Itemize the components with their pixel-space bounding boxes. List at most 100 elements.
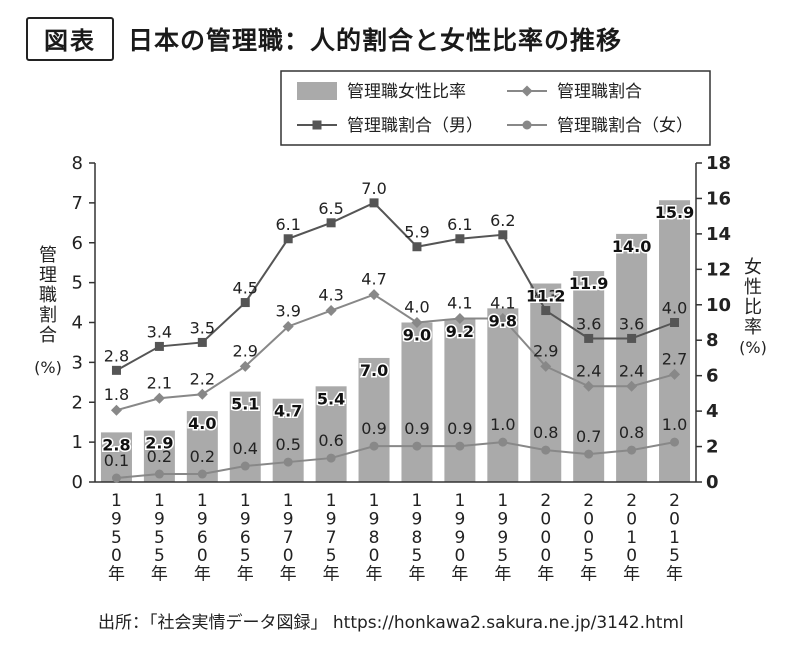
right-axis-unit: (%) bbox=[739, 338, 767, 357]
x-tick-label-11-2: 0 bbox=[583, 528, 594, 548]
x-tick-label-3-0: 1 bbox=[240, 491, 251, 511]
female-point-4 bbox=[283, 457, 293, 467]
all-point-11 bbox=[583, 380, 595, 392]
x-tick-label-8-4: 年 bbox=[451, 565, 468, 585]
female-point-0 bbox=[111, 473, 121, 483]
x-tick-label-10-1: 0 bbox=[540, 509, 551, 529]
legend-label-3: 管理職割合（女） bbox=[557, 116, 693, 136]
all-point-9 bbox=[497, 313, 509, 325]
male-data-label-1: 3.4 bbox=[147, 322, 172, 341]
left-tick-label-6: 6 bbox=[72, 233, 83, 254]
female-point-9 bbox=[498, 437, 508, 447]
legend-label-2: 管理職割合（男） bbox=[347, 116, 483, 136]
legend-label-1: 管理職割合 bbox=[557, 82, 642, 102]
x-tick-label-6-1: 9 bbox=[369, 509, 380, 529]
figure-header: 図表 日本の管理職：人的割合と女性比率の推移 bbox=[26, 17, 623, 61]
all-point-1 bbox=[153, 392, 165, 404]
male-data-label-10: 4.3 bbox=[533, 287, 558, 306]
x-tick-label-4-3: 0 bbox=[283, 546, 294, 566]
x-tick-label-2-3: 0 bbox=[197, 546, 208, 566]
all-data-label-2: 2.2 bbox=[190, 369, 215, 388]
female-line bbox=[116, 441, 675, 480]
male-point-9 bbox=[498, 230, 508, 240]
bar-data-label-13: 15.9 bbox=[655, 203, 694, 222]
x-tick-label-11-4: 年 bbox=[580, 565, 597, 585]
legend-marker-3 bbox=[522, 120, 532, 130]
x-tick-label-6-4: 年 bbox=[366, 565, 383, 585]
left-axis-unit: (%) bbox=[34, 358, 62, 377]
female-data-label-0: 0.1 bbox=[104, 451, 129, 470]
female-data-label-13: 1.0 bbox=[662, 415, 687, 434]
bar-11 bbox=[573, 271, 605, 482]
x-tick-label-1-4: 年 bbox=[151, 565, 168, 585]
x-tick-label-2-1: 9 bbox=[197, 509, 208, 529]
x-tick-label-8-2: 9 bbox=[454, 528, 465, 548]
x-tick-label-13-2: 1 bbox=[669, 528, 680, 548]
right-tick-label-0: 0 bbox=[706, 472, 719, 493]
x-tick-label-13-1: 0 bbox=[669, 509, 680, 529]
left-axis-title-0: 管 bbox=[39, 245, 57, 266]
female-data-label-5: 0.6 bbox=[318, 431, 343, 450]
female-point-2 bbox=[197, 469, 207, 479]
all-point-5 bbox=[325, 305, 337, 317]
female-point-6 bbox=[369, 441, 379, 451]
all-data-label-8: 4.1 bbox=[447, 294, 472, 313]
x-tick-label-4-2: 7 bbox=[283, 528, 294, 548]
female-data-label-7: 0.9 bbox=[404, 419, 429, 438]
x-tick-label-7-3: 5 bbox=[412, 546, 423, 566]
male-point-1 bbox=[154, 341, 164, 351]
all-data-label-13: 2.7 bbox=[662, 349, 687, 368]
x-tick-label-10-4: 年 bbox=[537, 565, 554, 585]
left-axis-title-2: 職 bbox=[39, 285, 57, 306]
legend-label-0: 管理職女性比率 bbox=[347, 82, 466, 102]
all-data-label-12: 2.4 bbox=[619, 361, 644, 380]
x-tick-label-6-3: 0 bbox=[369, 546, 380, 566]
bar-data-label-1: 2.9 bbox=[145, 434, 173, 453]
left-tick-label-3: 3 bbox=[72, 352, 83, 373]
legend-box bbox=[280, 70, 711, 146]
x-tick-label-8-3: 0 bbox=[454, 546, 465, 566]
all-data-label-11: 2.4 bbox=[576, 361, 601, 380]
all-point-0 bbox=[110, 404, 122, 416]
source-note: 出所：「社会実情データ図録」 https://honkawa2.sakura.n… bbox=[98, 613, 684, 633]
all-point-3 bbox=[239, 360, 251, 372]
x-tick-label-1-3: 5 bbox=[154, 546, 165, 566]
bar-data-label-3: 5.1 bbox=[231, 395, 259, 414]
x-tick-label-8-1: 9 bbox=[454, 509, 465, 529]
male-point-10 bbox=[541, 306, 551, 316]
male-data-label-12: 3.6 bbox=[619, 314, 644, 333]
male-data-label-8: 6.1 bbox=[447, 215, 472, 234]
right-tick-label-6: 6 bbox=[706, 366, 719, 387]
x-tick-label-5-1: 9 bbox=[326, 509, 337, 529]
right-tick-label-8: 8 bbox=[706, 330, 719, 351]
left-tick-label-5: 5 bbox=[72, 273, 83, 294]
bar-data-label-6: 7.0 bbox=[360, 361, 388, 380]
right-tick-label-12: 12 bbox=[706, 259, 731, 280]
right-tick-label-2: 2 bbox=[706, 437, 719, 458]
male-data-label-7: 5.9 bbox=[404, 223, 429, 242]
female-point-1 bbox=[154, 469, 164, 479]
female-point-3 bbox=[240, 461, 250, 471]
x-tick-label-3-3: 5 bbox=[240, 546, 251, 566]
female-data-label-4: 0.5 bbox=[275, 435, 300, 454]
x-tick-label-13-3: 5 bbox=[669, 546, 680, 566]
x-tick-label-12-2: 1 bbox=[626, 528, 637, 548]
x-tick-label-1-0: 1 bbox=[154, 491, 165, 511]
bar-5 bbox=[315, 386, 347, 482]
male-point-8 bbox=[455, 234, 465, 244]
x-tick-label-5-0: 1 bbox=[326, 491, 337, 511]
right-tick-label-4: 4 bbox=[706, 401, 719, 422]
right-axis-title-2: 比 bbox=[744, 297, 762, 318]
female-data-label-10: 0.8 bbox=[533, 423, 558, 442]
x-tick-label-10-2: 0 bbox=[540, 528, 551, 548]
female-point-11 bbox=[584, 449, 594, 459]
x-tick-label-4-1: 9 bbox=[283, 509, 294, 529]
female-data-label-6: 0.9 bbox=[361, 419, 386, 438]
x-tick-label-5-4: 年 bbox=[323, 565, 340, 585]
female-point-10 bbox=[541, 445, 551, 455]
chart-title: 日本の管理職：人的割合と女性比率の推移 bbox=[128, 26, 623, 55]
bar-data-label-8: 9.2 bbox=[446, 322, 474, 341]
right-tick-label-10: 10 bbox=[706, 295, 731, 316]
x-tick-label-12-1: 0 bbox=[626, 509, 637, 529]
legend-marker-2 bbox=[312, 120, 322, 130]
